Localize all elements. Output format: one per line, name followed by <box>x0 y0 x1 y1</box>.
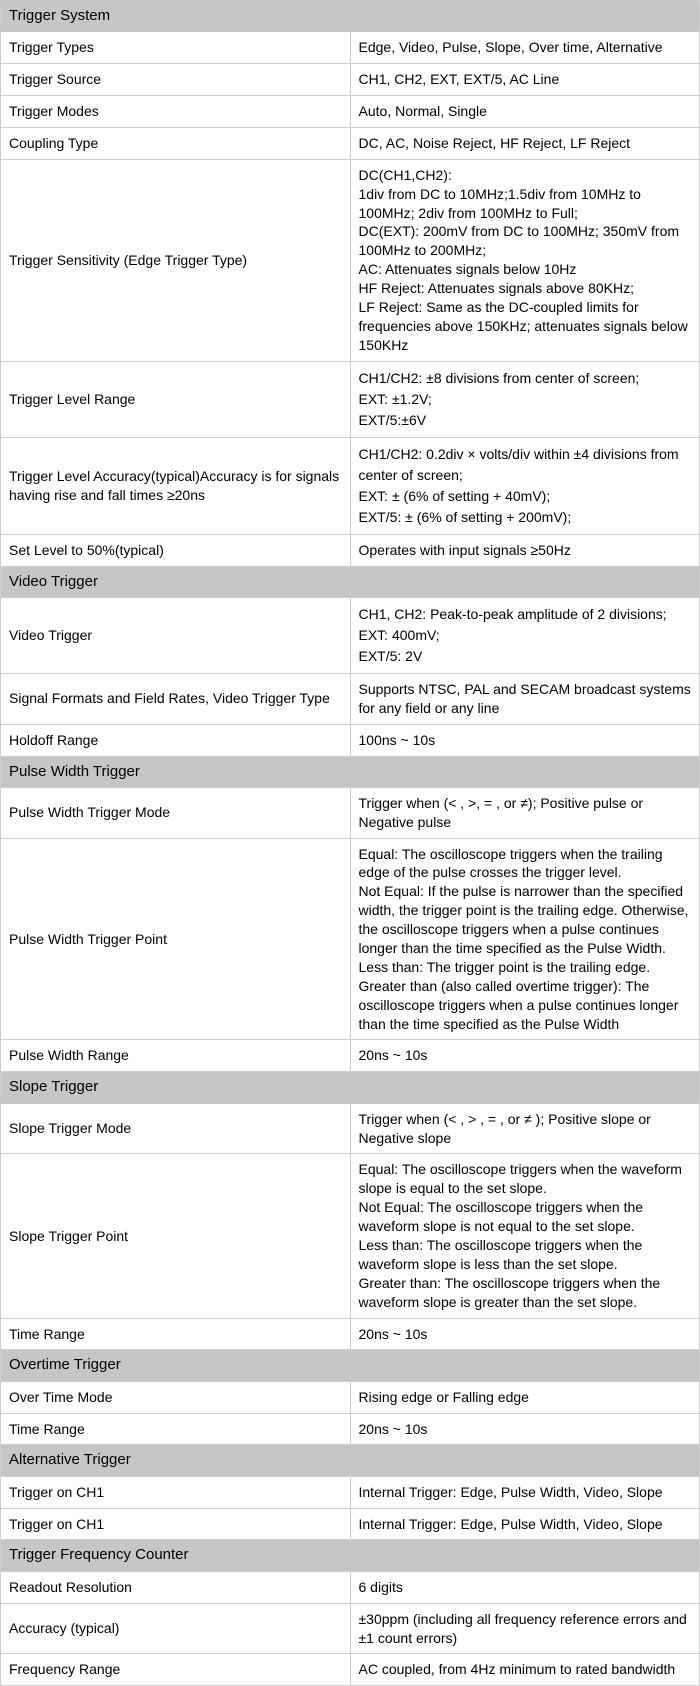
value: CH1, CH2: Peak-to-peak amplitude of 2 di… <box>350 597 700 673</box>
row-trigger-types: Trigger Types Edge, Video, Pulse, Slope,… <box>1 32 700 64</box>
value: 20ns ~ 10s <box>350 1413 700 1445</box>
row-holdoff-range: Holdoff Range 100ns ~ 10s <box>1 724 700 756</box>
row-trigger-level-range: Trigger Level Range CH1/CH2: ±8 division… <box>1 361 700 437</box>
value: Trigger when (< , >, = , or ≠); Positive… <box>350 787 700 838</box>
label: Holdoff Range <box>1 724 351 756</box>
section-header: Trigger System <box>1 1 700 32</box>
label: Slope Trigger Mode <box>1 1103 351 1154</box>
value: Operates with input signals ≥50Hz <box>350 534 700 566</box>
section-empty <box>350 566 700 597</box>
row-signal-formats: Signal Formats and Field Rates, Video Tr… <box>1 673 700 724</box>
label: Time Range <box>1 1413 351 1445</box>
value: 20ns ~ 10s <box>350 1318 700 1350</box>
row-overtime-time: Time Range 20ns ~ 10s <box>1 1413 700 1445</box>
label: Slope Trigger Point <box>1 1154 351 1318</box>
value: DC(CH1,CH2): 1div from DC to 10MHz;1.5di… <box>350 159 700 361</box>
label: Trigger Level Accuracy(typical)Accuracy … <box>1 437 351 534</box>
value: Equal: The oscilloscope triggers when th… <box>350 1154 700 1318</box>
label: Pulse Width Range <box>1 1040 351 1072</box>
row-trigger-modes: Trigger Modes Auto, Normal, Single <box>1 96 700 128</box>
row-slope-mode: Slope Trigger Mode Trigger when (< , > ,… <box>1 1103 700 1154</box>
label: Pulse Width Trigger Mode <box>1 787 351 838</box>
value: ±30ppm (including all frequency referenc… <box>350 1603 700 1654</box>
section-pulse-width: Pulse Width Trigger <box>1 756 700 787</box>
value: Trigger when (< , > , = , or ≠ ); Positi… <box>350 1103 700 1154</box>
label: Set Level to 50%(typical) <box>1 534 351 566</box>
section-empty <box>350 1445 700 1476</box>
label: Frequency Range <box>1 1654 351 1686</box>
row-set-level-50: Set Level to 50%(typical) Operates with … <box>1 534 700 566</box>
label: Coupling Type <box>1 127 351 159</box>
value: Supports NTSC, PAL and SECAM broadcast s… <box>350 673 700 724</box>
value: Edge, Video, Pulse, Slope, Over time, Al… <box>350 32 700 64</box>
row-alt-ch1b: Trigger on CH1 Internal Trigger: Edge, P… <box>1 1508 700 1540</box>
value: 6 digits <box>350 1571 700 1603</box>
row-pulse-mode: Pulse Width Trigger Mode Trigger when (<… <box>1 787 700 838</box>
value: CH1/CH2: 0.2div × volts/div within ±4 di… <box>350 437 700 534</box>
value: 100ns ~ 10s <box>350 724 700 756</box>
value: 20ns ~ 10s <box>350 1040 700 1072</box>
section-header: Video Trigger <box>1 566 351 597</box>
section-alternative: Alternative Trigger <box>1 1445 700 1476</box>
value: CH1/CH2: ±8 divisions from center of scr… <box>350 361 700 437</box>
label: Trigger Sensitivity (Edge Trigger Type) <box>1 159 351 361</box>
section-header: Overtime Trigger <box>1 1350 351 1381</box>
section-slope: Slope Trigger <box>1 1072 700 1103</box>
section-header: Slope Trigger <box>1 1072 351 1103</box>
label: Signal Formats and Field Rates, Video Tr… <box>1 673 351 724</box>
row-pulse-point: Pulse Width Trigger Point Equal: The osc… <box>1 838 700 1040</box>
section-freq-counter: Trigger Frequency Counter <box>1 1540 700 1571</box>
value: Rising edge or Falling edge <box>350 1381 700 1413</box>
row-alt-ch1a: Trigger on CH1 Internal Trigger: Edge, P… <box>1 1476 700 1508</box>
section-empty <box>350 1350 700 1381</box>
row-coupling-type: Coupling Type DC, AC, Noise Reject, HF R… <box>1 127 700 159</box>
label: Trigger on CH1 <box>1 1476 351 1508</box>
value: Internal Trigger: Edge, Pulse Width, Vid… <box>350 1508 700 1540</box>
section-header: Pulse Width Trigger <box>1 756 351 787</box>
row-accuracy: Accuracy (typical) ±30ppm (including all… <box>1 1603 700 1654</box>
label: Readout Resolution <box>1 1571 351 1603</box>
value: DC, AC, Noise Reject, HF Reject, LF Reje… <box>350 127 700 159</box>
section-empty <box>350 756 700 787</box>
value: AC coupled, from 4Hz minimum to rated ba… <box>350 1654 700 1686</box>
label: Trigger Modes <box>1 96 351 128</box>
row-freq-range: Frequency Range AC coupled, from 4Hz min… <box>1 1654 700 1686</box>
value: Equal: The oscilloscope triggers when th… <box>350 838 700 1040</box>
label: Pulse Width Trigger Point <box>1 838 351 1040</box>
label: Accuracy (typical) <box>1 1603 351 1654</box>
label: Video Trigger <box>1 597 351 673</box>
row-trigger-sensitivity: Trigger Sensitivity (Edge Trigger Type) … <box>1 159 700 361</box>
section-header: Trigger Frequency Counter <box>1 1540 351 1571</box>
label: Time Range <box>1 1318 351 1350</box>
row-readout-resolution: Readout Resolution 6 digits <box>1 1571 700 1603</box>
row-slope-time: Time Range 20ns ~ 10s <box>1 1318 700 1350</box>
row-video-trigger: Video Trigger CH1, CH2: Peak-to-peak amp… <box>1 597 700 673</box>
section-overtime: Overtime Trigger <box>1 1350 700 1381</box>
spec-table: Trigger System Trigger Types Edge, Video… <box>0 0 700 1686</box>
value: Auto, Normal, Single <box>350 96 700 128</box>
section-header: Alternative Trigger <box>1 1445 351 1476</box>
label: Trigger on CH1 <box>1 1508 351 1540</box>
section-empty <box>350 1540 700 1571</box>
section-trigger-system: Trigger System <box>1 1 700 32</box>
label: Trigger Source <box>1 64 351 96</box>
label: Trigger Level Range <box>1 361 351 437</box>
label: Trigger Types <box>1 32 351 64</box>
section-video-trigger: Video Trigger <box>1 566 700 597</box>
row-overtime-mode: Over Time Mode Rising edge or Falling ed… <box>1 1381 700 1413</box>
label: Over Time Mode <box>1 1381 351 1413</box>
row-pulse-range: Pulse Width Range 20ns ~ 10s <box>1 1040 700 1072</box>
row-trigger-level-accuracy: Trigger Level Accuracy(typical)Accuracy … <box>1 437 700 534</box>
section-empty <box>350 1072 700 1103</box>
row-trigger-source: Trigger Source CH1, CH2, EXT, EXT/5, AC … <box>1 64 700 96</box>
value: Internal Trigger: Edge, Pulse Width, Vid… <box>350 1476 700 1508</box>
row-slope-point: Slope Trigger Point Equal: The oscillosc… <box>1 1154 700 1318</box>
value: CH1, CH2, EXT, EXT/5, AC Line <box>350 64 700 96</box>
